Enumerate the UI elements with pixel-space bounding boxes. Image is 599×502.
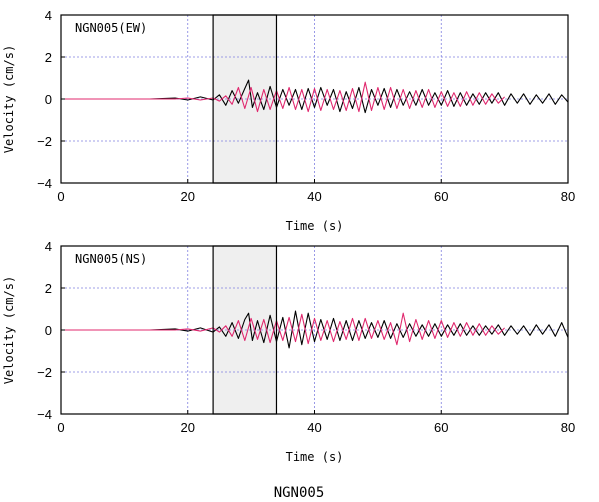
x-tick-label: 60 [434, 189, 448, 204]
x-tick-label: 0 [57, 189, 64, 204]
x-tick-label: 40 [307, 420, 321, 435]
x-tick-label: 20 [181, 189, 195, 204]
y-tick-label: 2 [45, 50, 52, 65]
series-line-black [61, 310, 568, 349]
x-axis-label: Time (s) [286, 219, 344, 233]
series-line-red [61, 81, 505, 113]
y-tick-label: −2 [37, 365, 52, 380]
x-tick-label: 60 [434, 420, 448, 435]
x-tick-label: 80 [561, 189, 575, 204]
x-tick-label: 20 [181, 420, 195, 435]
series-line-red [61, 312, 505, 346]
x-tick-label: 40 [307, 189, 321, 204]
y-tick-label: 4 [45, 239, 52, 254]
y-tick-label: −2 [37, 134, 52, 149]
y-tick-label: 2 [45, 281, 52, 296]
y-axis-label: Velocity (cm/s) [2, 45, 16, 153]
y-tick-label: −4 [37, 176, 52, 191]
figure-caption: NGN005 [274, 485, 325, 501]
y-tick-label: 0 [45, 92, 52, 107]
y-axis-label: Velocity (cm/s) [2, 276, 16, 384]
y-tick-label: 0 [45, 323, 52, 338]
x-tick-label: 80 [561, 420, 575, 435]
panel-title: NGN005(NS) [75, 252, 147, 266]
y-tick-label: −4 [37, 407, 52, 422]
series-line-black [61, 79, 568, 114]
x-tick-label: 0 [57, 420, 64, 435]
y-tick-label: 4 [45, 8, 52, 23]
x-axis-label: Time (s) [286, 450, 344, 464]
panel-title: NGN005(EW) [75, 21, 147, 35]
